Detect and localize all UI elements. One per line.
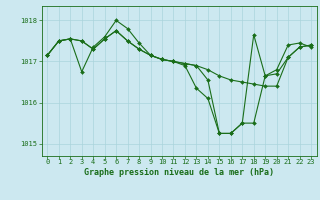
- X-axis label: Graphe pression niveau de la mer (hPa): Graphe pression niveau de la mer (hPa): [84, 168, 274, 177]
